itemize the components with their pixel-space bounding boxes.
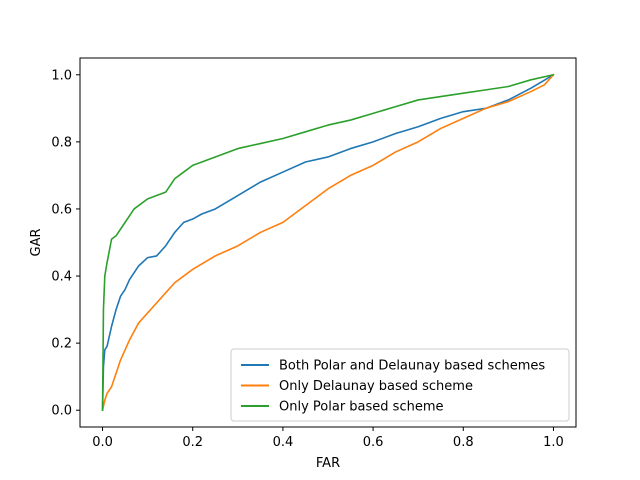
y-tick-label: 0.8 <box>51 135 72 150</box>
legend-label-delaunay: Only Delaunay based scheme <box>279 379 473 394</box>
legend: Both Polar and Delaunay based schemes On… <box>230 348 570 422</box>
legend-label-both: Both Polar and Delaunay based schemes <box>279 359 545 374</box>
x-axis-ticks: 0.0 0.2 0.4 0.6 0.8 1.0 <box>92 427 564 450</box>
x-tick-label: 0.6 <box>363 435 384 450</box>
series-line-polar-only <box>101 73 555 412</box>
y-tick-label: 0.2 <box>51 337 72 352</box>
y-tick-label: 0.6 <box>51 202 72 217</box>
x-tick-label: 0.8 <box>453 435 474 450</box>
x-axis-label: FAR <box>316 456 340 471</box>
series-line-delaunay-only <box>101 73 555 412</box>
plot-frame <box>79 57 577 428</box>
x-tick-label: 0.2 <box>182 435 203 450</box>
y-tick-label: 1.0 <box>51 68 72 83</box>
series-line-both-polar-delaunay <box>101 73 555 412</box>
legend-box <box>230 348 570 422</box>
y-axis-label: GAR <box>29 229 44 257</box>
x-tick-label: 0.0 <box>92 435 113 450</box>
x-tick-label: 0.4 <box>273 435 294 450</box>
legend-label-polar: Only Polar based scheme <box>279 400 444 415</box>
series-layer <box>101 73 555 412</box>
y-axis-ticks: 0.0 0.2 0.4 0.6 0.8 1.0 <box>51 68 80 419</box>
y-tick-label: 0.4 <box>51 270 72 285</box>
y-tick-label: 0.0 <box>51 404 72 419</box>
x-tick-label: 1.0 <box>543 435 564 450</box>
